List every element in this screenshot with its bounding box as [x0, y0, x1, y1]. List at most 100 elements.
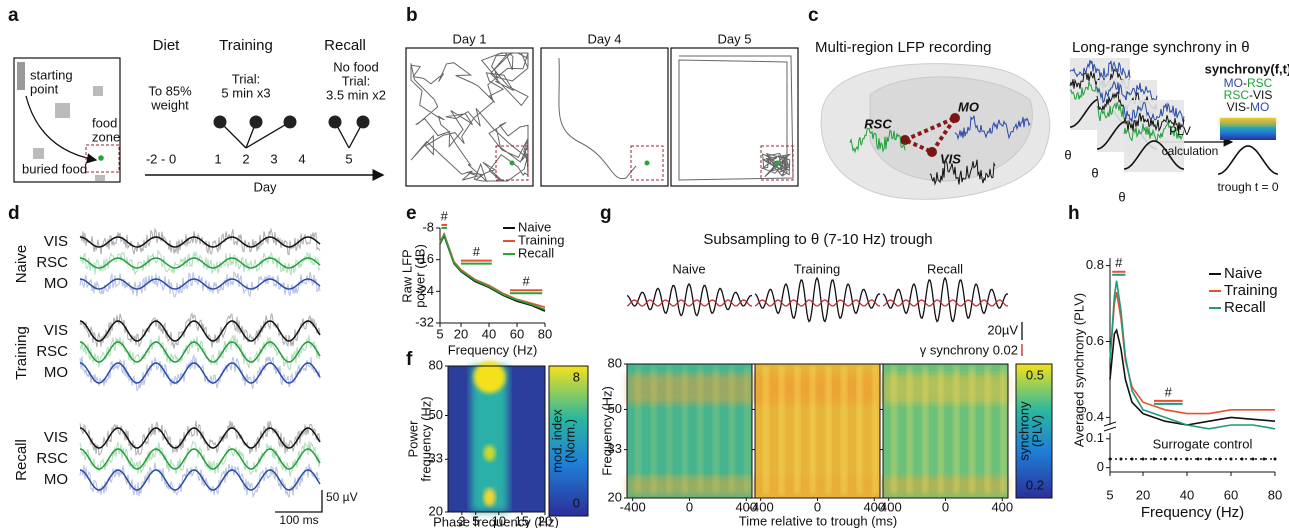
channel-label: VIS: [44, 429, 68, 446]
x-tick-label: 60: [1224, 487, 1238, 502]
heatmap-stripe: [953, 366, 960, 494]
scale-label: 50 µV: [326, 490, 358, 504]
surrogate-point: [1185, 457, 1189, 461]
x-tick-label: 20: [454, 326, 468, 341]
theta-average: [626, 282, 753, 317]
y-tick-label: 33: [429, 451, 443, 466]
scale-label: γ synchrony 0.02: [920, 342, 1018, 357]
region-label: VIS: [940, 151, 961, 166]
legend-label: Recall: [518, 245, 554, 260]
y-axis-label: Averaged synchrony (PLV): [1071, 293, 1086, 447]
y-tick-label: 0.8: [1086, 257, 1104, 272]
series-line: [1109, 327, 1276, 426]
trial-dot: [356, 115, 370, 129]
phase-note: No food: [333, 59, 379, 74]
raw-trace: [79, 420, 321, 457]
condition-label: Naive: [672, 261, 705, 276]
surrogate-point: [1273, 457, 1277, 461]
pair-part: RSC: [1247, 76, 1273, 90]
y-tick-label: -8: [422, 219, 434, 234]
condition-label: Recall: [927, 261, 963, 276]
x-tick-label: 0: [686, 499, 693, 514]
phase-title: Recall: [324, 37, 366, 54]
x-tick-label: 20: [1136, 487, 1150, 502]
heatmap-stripe: [713, 366, 719, 494]
food-zone: [760, 145, 794, 181]
heatmap-blob: [483, 445, 496, 462]
channel-label: RSC: [36, 254, 68, 271]
filtered-trace: [79, 448, 321, 470]
food-zone: [495, 145, 529, 181]
x-tick-label: 80: [538, 326, 552, 341]
filtered-trace: [79, 236, 321, 248]
y-axis-label: frequency (Hz): [418, 396, 433, 481]
pair-part: -: [1246, 100, 1250, 114]
x-tick-label: -400: [748, 499, 774, 514]
panel-label: g: [600, 203, 612, 224]
x-tick-label: 5: [1106, 487, 1113, 502]
x-tick-label: 0: [942, 499, 949, 514]
region-label: MO: [958, 99, 979, 114]
x-tick-label: 40: [1180, 487, 1194, 502]
y-tick-label: 33: [608, 441, 622, 456]
theta-label: θ: [1064, 147, 1071, 162]
surrogate-point: [1152, 457, 1156, 461]
condition-label: Training: [794, 261, 840, 276]
food: [774, 160, 780, 166]
surrogate-point: [1196, 457, 1200, 461]
title: Subsampling to θ (7-10 Hz) trough: [703, 231, 932, 248]
y-tick-label: 0.6: [1086, 333, 1104, 348]
x-tick-label: 2: [458, 513, 465, 528]
heatmap-stripe: [635, 366, 641, 494]
y-tick-label: 50: [608, 401, 622, 416]
heatmap-stripe: [825, 366, 832, 494]
gamma-synchrony: [626, 299, 753, 307]
y-tick-label: -32: [415, 314, 434, 329]
significance-label: #: [522, 274, 530, 289]
colorbar-tick: 0.2: [1026, 477, 1044, 492]
heatmap-stripe: [872, 366, 879, 494]
trough-wave: [1217, 145, 1279, 175]
heatmap-stripe: [969, 366, 975, 494]
panel-label: h: [1068, 203, 1080, 224]
y-tick-label: -24: [415, 283, 434, 298]
y-tick-label: 20: [608, 489, 622, 504]
panel-label: f: [406, 349, 413, 370]
channel-label: VIS: [44, 322, 68, 339]
title: Multi-region LFP recording: [815, 39, 991, 56]
y-tick-label: 80: [429, 357, 443, 372]
surrogate-point: [1119, 457, 1123, 461]
food: [644, 160, 650, 166]
y-axis-label: Power: [405, 420, 420, 458]
lfp-trace: [849, 128, 906, 154]
arrow-label: calculation: [1162, 144, 1219, 158]
y-tick-label: 20: [429, 503, 443, 518]
arena-a: [13, 57, 385, 183]
heatmap-stripe: [841, 366, 847, 494]
channel-label: MO: [44, 364, 68, 381]
phase-note: Trial:: [232, 71, 260, 86]
phase-note: 3.5 min x2: [326, 87, 386, 102]
heatmap-stripe: [984, 366, 991, 494]
legend-label: Training: [1224, 282, 1278, 299]
surrogate-point: [1229, 457, 1233, 461]
x-tick-label: -400: [620, 499, 646, 514]
heatmap-stripe: [744, 366, 751, 494]
heatmap-blob: [483, 488, 496, 507]
x-tick-label: 20: [538, 513, 552, 528]
axis-label: Day: [253, 179, 277, 194]
heatmap-stripe: [697, 366, 704, 494]
y-tick-label: 0.1: [1086, 430, 1104, 445]
gamma-synchrony: [754, 299, 881, 307]
pair-part: RSC: [1224, 88, 1250, 102]
theta-label: θ: [1118, 189, 1125, 204]
day-title: Day 1: [453, 31, 487, 46]
x-axis-label: Frequency (Hz): [448, 342, 538, 357]
condition-label: Naive: [13, 245, 30, 283]
x-axis-label: Frequency (Hz): [1141, 504, 1244, 521]
connector: [245, 121, 291, 149]
raw-trace: [79, 249, 321, 276]
colorbar: [548, 365, 589, 517]
channel-label: MO: [44, 275, 68, 292]
y-tick-label: 50: [429, 407, 443, 422]
